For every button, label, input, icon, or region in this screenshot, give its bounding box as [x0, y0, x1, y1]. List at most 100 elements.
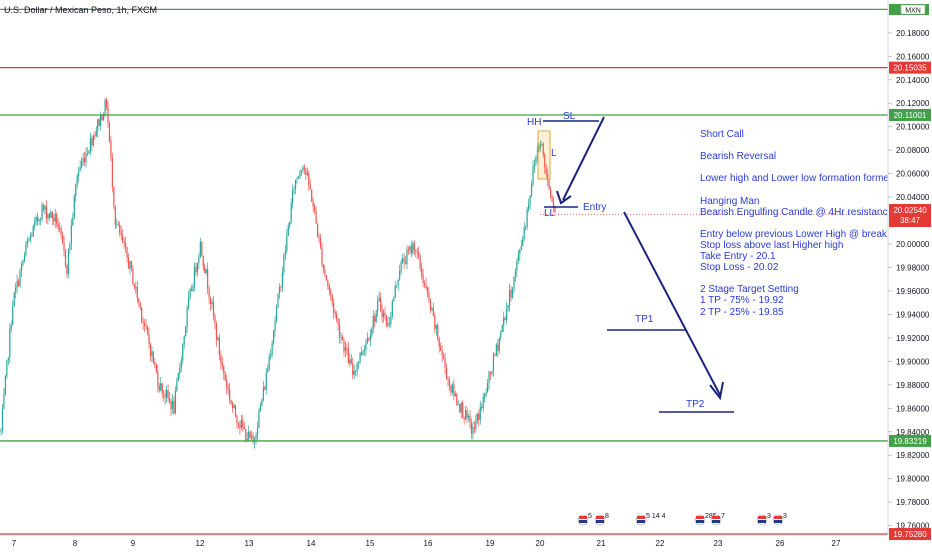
candle-body [202, 255, 204, 267]
candle-body [294, 179, 297, 189]
candle-body [234, 404, 237, 416]
candle-body [453, 384, 455, 396]
time-axis-bg[interactable] [0, 535, 888, 550]
candle-body [9, 328, 11, 358]
flag-icon-stripe [758, 520, 766, 523]
candle-body [189, 288, 191, 298]
arrow-down-2[interactable] [623, 211, 721, 396]
candle-body [355, 371, 357, 372]
candle-body [152, 351, 155, 363]
candle-body [246, 439, 248, 441]
price-axis-bg[interactable] [888, 0, 932, 550]
time-tick-label: 20 [536, 539, 545, 548]
candle-body [409, 246, 411, 251]
horizontal-levels[interactable] [0, 8, 888, 535]
flag-icon-stripe [712, 520, 720, 523]
drawings[interactable] [537, 116, 734, 413]
hanging-man-box[interactable] [537, 130, 551, 180]
candle-body [308, 173, 310, 185]
candle-body [91, 138, 93, 146]
note-line: Short Call [700, 129, 744, 140]
candle-body [63, 241, 65, 251]
candle-body [463, 418, 465, 420]
candle-body [522, 238, 524, 246]
candle-body [204, 266, 206, 273]
candle-body [123, 241, 125, 243]
candle-body [201, 241, 203, 256]
price-tick-label: 20.14000 [896, 76, 930, 85]
current-price-tag [889, 204, 931, 227]
candle-body [472, 427, 474, 434]
candle-body [211, 301, 213, 305]
event-count: 3 [767, 513, 771, 520]
candle-body [426, 287, 429, 293]
candle-body [541, 144, 543, 145]
candle-body [15, 287, 17, 293]
candle-body [60, 227, 62, 235]
candle-body [340, 337, 342, 338]
candle-body [535, 156, 537, 165]
candle-body [511, 289, 514, 298]
candle-body [352, 363, 354, 375]
candle-body [215, 323, 218, 340]
candle-body [445, 367, 448, 379]
candle-body [231, 403, 234, 409]
candle-body [532, 167, 534, 185]
candle-body [95, 130, 97, 137]
candle-body [141, 308, 143, 322]
candle-body [182, 344, 184, 361]
candle-body [214, 315, 216, 324]
price-axis-ticks: 20.18000 20.16000 20.14000 20.12000 20.10000… [888, 29, 930, 531]
economic-events[interactable]: 5 8 5 14 4 285 7 3 3 [577, 513, 787, 526]
candle-body [116, 224, 118, 226]
candle-body [132, 268, 134, 285]
candle-body [311, 189, 313, 202]
candle-body [284, 251, 286, 255]
candle-body [35, 216, 37, 222]
price-tick-label: 20.08000 [896, 146, 930, 155]
price-tick-label: 19.92000 [896, 334, 930, 343]
candle-body [113, 187, 115, 208]
candle-body [495, 344, 497, 356]
candle-body [517, 253, 519, 262]
candle-body [350, 359, 352, 364]
note-line: Bearish Engulfing Candle @ 4Hr resistanc… [700, 207, 912, 218]
candle-body [489, 372, 492, 374]
candle-body [119, 224, 121, 233]
candle-body [158, 385, 160, 391]
candle-body [73, 195, 75, 218]
candle-body [360, 352, 363, 355]
price-tick-label: 19.82000 [896, 451, 930, 460]
candle-body [292, 189, 294, 204]
candle-body [343, 340, 345, 351]
candle-body [114, 207, 116, 225]
candle-body [277, 294, 279, 308]
candle-body [4, 376, 6, 395]
price-tick-label: 19.94000 [896, 310, 930, 319]
candle-body [428, 292, 430, 300]
candle-body [78, 170, 80, 176]
level-tag [889, 528, 931, 541]
flag-icon-stripe [712, 516, 720, 519]
candle-body [100, 114, 102, 126]
candle-body [330, 290, 332, 295]
candle-body [358, 361, 360, 364]
arrow-down-1[interactable] [562, 116, 605, 201]
candle-body [86, 153, 89, 155]
candle-body [533, 164, 536, 168]
candle-body [102, 115, 105, 121]
candle-body [85, 153, 87, 163]
candle-body [331, 294, 333, 303]
candle-body [437, 325, 439, 339]
candle-body [410, 246, 412, 254]
candle-body [394, 285, 396, 298]
level-tag-value: 20.15035 [893, 64, 927, 73]
candle-body [89, 138, 92, 152]
price-tick-label: 19.84000 [896, 428, 930, 437]
candle-body [240, 420, 242, 428]
candle-body [422, 275, 424, 284]
candle-body [171, 400, 174, 410]
tp2-label: TP2 [686, 399, 705, 410]
